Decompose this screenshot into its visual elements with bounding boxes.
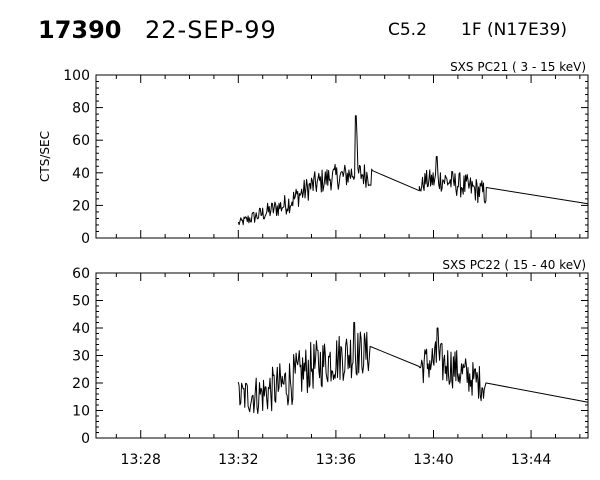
panel-title: SXS PC22 ( 15 - 40 keV) bbox=[442, 258, 586, 272]
x-tick-label: 13:44 bbox=[511, 452, 551, 468]
y-tick-label: 60 bbox=[72, 266, 90, 282]
y-tick-label: 10 bbox=[72, 404, 90, 420]
x-tick-label: 13:36 bbox=[316, 452, 356, 468]
y-tick-label: 30 bbox=[72, 349, 90, 365]
y-tick-label: 40 bbox=[72, 166, 90, 182]
panel-title: SXS PC21 ( 3 - 15 keV) bbox=[450, 60, 586, 74]
y-tick-label: 20 bbox=[72, 198, 90, 214]
y-tick-label: 0 bbox=[81, 431, 90, 447]
event-id: 17390 bbox=[38, 16, 122, 44]
y-tick-label: 0 bbox=[81, 231, 90, 247]
plot-frame bbox=[95, 74, 589, 239]
flare-location: 1F (N17E39) bbox=[461, 20, 567, 40]
x-tick-label: 13:32 bbox=[218, 452, 258, 468]
y-tick-label: 80 bbox=[72, 101, 90, 117]
chart-panel-2: SXS PC22 ( 15 - 40 keV) 0 10 20 30 40 50 60 13:2… bbox=[72, 258, 589, 468]
y-tick-label: 50 bbox=[72, 294, 90, 310]
y-tick-label: 20 bbox=[72, 376, 90, 392]
y-tick-label: 60 bbox=[72, 133, 90, 149]
chart-panel-1: SXS PC21 ( 3 - 15 keV) CTS/SEC 0 20 40 60 80 10… bbox=[38, 60, 589, 247]
y-tick-label: 40 bbox=[72, 321, 90, 337]
x-tick-label: 13:28 bbox=[121, 452, 161, 468]
y-axis-label: CTS/SEC bbox=[38, 131, 52, 182]
y-tick-label: 100 bbox=[63, 68, 90, 84]
x-tick-label: 13:40 bbox=[413, 452, 453, 468]
series-line-2-1 bbox=[237, 322, 589, 414]
goes-class: C5.2 bbox=[388, 20, 427, 40]
event-date: 22-SEP-99 bbox=[145, 16, 277, 44]
series-line-1-1 bbox=[237, 115, 589, 226]
